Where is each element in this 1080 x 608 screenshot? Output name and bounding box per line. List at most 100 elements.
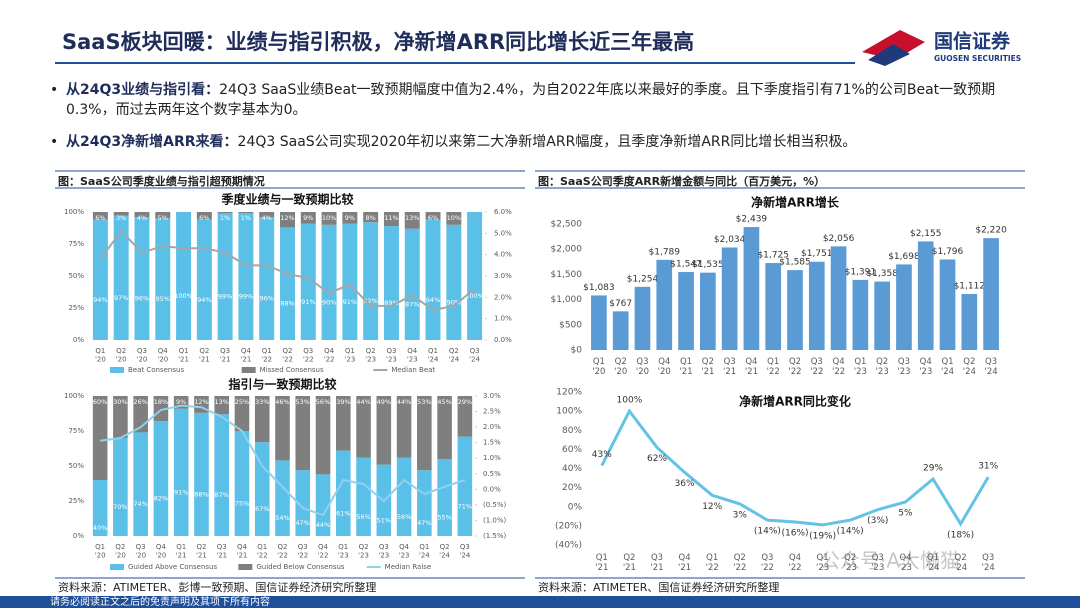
bar-segment bbox=[259, 212, 275, 218]
bar bbox=[765, 263, 782, 350]
bar-segment bbox=[457, 436, 473, 536]
x-tick-label: Q1'22 bbox=[261, 347, 272, 363]
legend-label: Missed Consensus bbox=[260, 366, 324, 374]
value-label: 89% bbox=[384, 299, 398, 307]
bar-segment bbox=[259, 217, 275, 340]
bar-segment bbox=[396, 396, 412, 458]
y-tick-label: 80% bbox=[562, 426, 582, 436]
legend-label: Guided Above Consensus bbox=[128, 563, 217, 571]
value-label: 36% bbox=[675, 479, 695, 489]
bar-segment bbox=[217, 213, 233, 340]
bar-segment bbox=[238, 213, 254, 340]
bar-segment bbox=[214, 414, 230, 536]
value-label: 10% bbox=[322, 214, 336, 222]
bullet-text: 24Q3 SaaS公司实现2020年初以来第二大净新增ARR幅度，且季度净新增A… bbox=[237, 134, 857, 150]
bar-segment bbox=[425, 212, 441, 220]
bar-segment bbox=[417, 470, 432, 536]
x-tick-label: Q4'22 bbox=[788, 553, 801, 573]
y-tick-label: 100% bbox=[64, 392, 84, 400]
bar-segment bbox=[335, 450, 351, 536]
x-tick-label: Q1'21 bbox=[176, 543, 187, 559]
value-label: 87% bbox=[405, 300, 419, 308]
value-label: (19%) bbox=[809, 531, 836, 541]
x-tick-label: Q2'23 bbox=[844, 553, 857, 573]
bar-segment bbox=[238, 212, 254, 214]
x-tick-label: Q1'23 bbox=[338, 543, 349, 559]
y-tick-label: $500 bbox=[559, 320, 582, 330]
value-label: 91% bbox=[301, 298, 315, 306]
y-tick-label: 0% bbox=[73, 336, 84, 344]
x-tick-label: Q1'24 bbox=[941, 357, 954, 377]
value-label: 62% bbox=[647, 454, 667, 464]
value-label: $2,056 bbox=[823, 234, 855, 244]
x-tick-label: Q4'23 bbox=[899, 553, 912, 573]
x-tick-label: Q3'23 bbox=[378, 543, 389, 559]
value-label: $1,796 bbox=[932, 247, 964, 257]
x-tick-label: Q1'24 bbox=[419, 543, 430, 559]
x-tick-label: Q4'23 bbox=[919, 357, 932, 377]
y2-tick-label: (0.5%) bbox=[483, 501, 507, 509]
value-label: 43% bbox=[592, 450, 612, 460]
bar bbox=[787, 270, 803, 350]
x-tick-label: Q1'20 bbox=[592, 357, 605, 377]
bar-segment bbox=[396, 457, 412, 536]
bar-segment bbox=[275, 460, 290, 536]
value-label: 91% bbox=[174, 488, 188, 496]
bar-segment bbox=[155, 212, 171, 219]
x-tick-label: Q1'22 bbox=[257, 543, 268, 559]
value-label: 39% bbox=[336, 398, 350, 406]
page-title: SaaS板块回暖：业绩与指引积极，净新增ARR同比增长近三年最高 bbox=[62, 30, 695, 54]
line bbox=[99, 404, 466, 517]
x-tick-label: Q3'22 bbox=[303, 347, 314, 363]
line bbox=[600, 408, 990, 527]
x-tick-label: Q1'20 bbox=[95, 347, 106, 363]
bar-segment bbox=[342, 223, 358, 340]
bar-segment bbox=[363, 212, 379, 223]
x-tick-label: Q3'22 bbox=[810, 357, 823, 377]
x-tick-label: Q3'24 bbox=[985, 357, 998, 377]
bar-segment bbox=[321, 212, 337, 225]
logo-en: GUOSEN SECURITIES bbox=[934, 54, 1021, 63]
value-label: 91% bbox=[343, 298, 357, 306]
value-label: (14%) bbox=[754, 527, 781, 537]
bar bbox=[612, 311, 629, 350]
value-label: $1,789 bbox=[649, 247, 681, 257]
caption: 图：SaaS公司季度ARR新增金额与同比（百万美元，%） bbox=[538, 175, 826, 188]
x-tick-label: Q3'24 bbox=[469, 347, 480, 363]
bar-segment bbox=[437, 459, 452, 536]
bar-segment bbox=[217, 212, 233, 214]
y2-tick-label: 0.0% bbox=[483, 485, 501, 493]
bar-segment bbox=[437, 396, 452, 459]
watermark: 公众号·A大懒猫 bbox=[820, 549, 960, 573]
value-label: 26% bbox=[133, 398, 147, 406]
bar-segment bbox=[356, 396, 371, 458]
y-tick-label: 0% bbox=[568, 502, 583, 512]
bar-segment bbox=[321, 224, 337, 340]
value-label: 56% bbox=[356, 513, 370, 521]
y-tick-label: 25% bbox=[68, 304, 84, 312]
y2-tick-label: 2.0% bbox=[494, 293, 512, 301]
value-label: $1,535 bbox=[692, 260, 724, 270]
value-label: 4% bbox=[137, 214, 147, 222]
x-tick-label: Q1'22 bbox=[767, 357, 780, 377]
value-label: $1,725 bbox=[757, 251, 789, 261]
legend-swatch bbox=[110, 564, 124, 570]
bar-segment bbox=[404, 212, 420, 229]
bullet-lead: 从24Q3净新增ARR来看： bbox=[66, 134, 238, 150]
bar-segment bbox=[383, 226, 399, 340]
y-tick-label: 120% bbox=[556, 388, 582, 398]
value-label: 1% bbox=[241, 214, 251, 222]
value-label: 11% bbox=[384, 214, 398, 222]
value-label: 99% bbox=[239, 293, 253, 301]
value-label: 18% bbox=[154, 398, 168, 406]
value-label: 5% bbox=[158, 214, 168, 222]
value-label: 88% bbox=[194, 490, 208, 498]
bar-segment bbox=[92, 219, 108, 340]
bar-segment bbox=[173, 408, 189, 536]
value-label: 87% bbox=[214, 491, 228, 499]
x-tick-label: Q3'24 bbox=[982, 553, 995, 573]
value-label: 10% bbox=[447, 214, 461, 222]
bar-segment bbox=[295, 470, 311, 536]
y2-tick-label: 1.0% bbox=[483, 454, 501, 462]
value-label: $2,155 bbox=[910, 229, 942, 239]
